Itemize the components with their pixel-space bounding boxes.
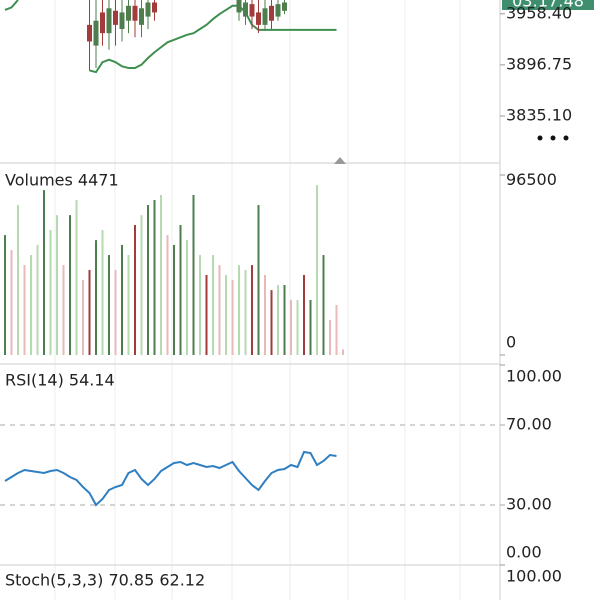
- volume-bar: [335, 305, 338, 355]
- grid-layout: [0, 0, 501, 600]
- volume-bar: [140, 215, 143, 355]
- volume-bar: [4, 235, 6, 355]
- stoch-title: Stoch(5,3,3) 70.85 62.12: [5, 571, 205, 590]
- volume-bar: [303, 274, 305, 355]
- candle-body: [132, 5, 138, 21]
- volume-bar: [69, 215, 71, 355]
- volume-bar: [49, 230, 52, 355]
- volume-bar: [179, 225, 182, 355]
- volume-bar: [56, 215, 58, 355]
- volume-bar: [316, 185, 318, 355]
- volume-bar: [160, 194, 162, 355]
- candle-body: [236, 0, 242, 13]
- volume-bar: [309, 299, 312, 355]
- y-tick-label: 3958.40: [506, 3, 572, 22]
- candle-body: [113, 10, 118, 25]
- rsi-title: RSI(14) 54.14: [5, 371, 115, 390]
- resize-handle[interactable]: [334, 157, 346, 164]
- volume-bar: [199, 255, 201, 355]
- volume-bar: [134, 225, 136, 355]
- volume-bar: [173, 244, 175, 355]
- y-tick-label: 0.00: [506, 543, 542, 562]
- volume-bar: [205, 274, 208, 355]
- y-tick-label: 100.00: [506, 367, 562, 386]
- volume-bar: [192, 194, 195, 355]
- candle-body: [119, 12, 125, 30]
- volume-bar: [283, 285, 286, 355]
- volume-bar: [127, 255, 130, 355]
- candle-body: [249, 4, 255, 17]
- volume-bar: [322, 255, 325, 355]
- candle-body: [106, 8, 112, 34]
- volume-bar: [10, 250, 13, 355]
- volume-bar: [108, 255, 110, 355]
- volume-bar: [251, 265, 253, 355]
- candle-body: [269, 5, 274, 21]
- volume-bar: [290, 299, 292, 355]
- volume-bar: [225, 274, 227, 355]
- candle-body: [100, 12, 105, 34]
- rsi-line: [4, 450, 337, 507]
- price-tag-box: [502, 0, 594, 10]
- volume-bar: [114, 269, 117, 355]
- volume-title: Volumes 4471: [5, 171, 119, 190]
- candle-body: [243, 2, 248, 17]
- volume-bar: [23, 265, 26, 355]
- candle-body: [139, 8, 144, 25]
- volume-bar: [36, 244, 39, 355]
- y-tick-label: 70.00: [506, 415, 552, 434]
- volume-bar: [75, 200, 78, 355]
- candle-body: [126, 5, 131, 21]
- candle-body: [282, 2, 287, 11]
- volume-bar: [101, 230, 104, 355]
- volume-bar: [43, 190, 45, 355]
- volume-bar: [186, 240, 188, 355]
- volume-bar: [88, 269, 91, 355]
- volume-bar: [329, 319, 331, 355]
- volume-bar: [62, 265, 65, 355]
- volume-bar: [121, 244, 123, 355]
- candle-body: [262, 8, 268, 25]
- volume-bar: [244, 269, 247, 355]
- volume-bar: [257, 205, 260, 355]
- price-plot: [4, 0, 337, 74]
- volume-bar: [342, 349, 344, 355]
- volume-bar: [264, 274, 266, 355]
- y-tick-label: 3896.75: [506, 54, 572, 73]
- candle-body: [93, 20, 99, 46]
- candle-body: [87, 24, 92, 42]
- candle-body: [256, 12, 261, 25]
- price-tag: 03:17:48: [512, 0, 584, 11]
- volume-bar: [147, 205, 149, 355]
- volume-bar: [95, 240, 97, 355]
- volume-bar: [82, 280, 84, 355]
- y-tick-label: 3835.10: [506, 105, 572, 124]
- y-tick-label: 0: [506, 333, 516, 352]
- candle-body: [152, 2, 157, 13]
- y-tick-label: 96500: [506, 170, 557, 189]
- candle-body: [275, 4, 281, 17]
- volume-bar: [218, 265, 221, 355]
- more-menu[interactable]: [537, 135, 569, 141]
- plot-area: 3958.40 3896.75 3835.10 96500 0 100.00 70.00 30…: [0, 0, 572, 586]
- volume-bar: [277, 285, 279, 355]
- volume-bar: [270, 290, 273, 355]
- volume-bar: [296, 299, 299, 355]
- volume-bar: [153, 200, 156, 355]
- volume-bar: [30, 255, 32, 355]
- volume-bar: [212, 255, 214, 355]
- volume-bar: [238, 265, 240, 355]
- volume-bar: [17, 205, 19, 355]
- y-tick-label: 30.00: [506, 495, 552, 514]
- y-tick-label: 100.00: [506, 567, 562, 586]
- band-line: [4, 0, 337, 74]
- candle-body: [145, 2, 151, 17]
- volume-bar: [166, 235, 169, 355]
- volume-bar: [231, 280, 234, 355]
